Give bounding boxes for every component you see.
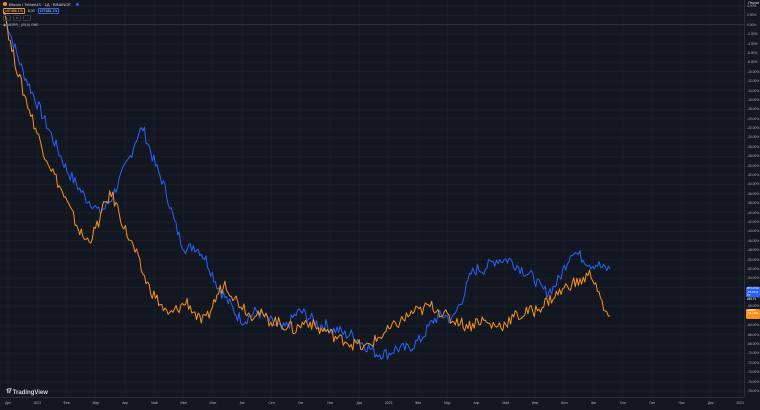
y-tick-label: -46.00%	[747, 238, 760, 243]
y-tick-label: -18.00%	[747, 107, 760, 112]
x-tick-label: Май	[151, 401, 158, 405]
x-tick-label: 2023	[384, 401, 393, 405]
y-tick-label: -66.00%	[747, 332, 760, 337]
y-tick-label: -74.00%	[747, 370, 760, 375]
brand-text: TradingView	[12, 389, 48, 396]
y-tick-label: -76.00%	[747, 379, 760, 384]
y-tick-label: -64.00%	[747, 323, 760, 328]
y-tick-label: 0.00%	[747, 22, 757, 27]
y-tick-label: -32.00%	[747, 173, 760, 178]
change-chip-blue[interactable]: 197486.1%	[37, 8, 60, 14]
more-icon[interactable]: ⋯	[23, 15, 31, 21]
eye-icon[interactable]: ◉	[3, 23, 7, 27]
indicator-label[interactable]: ADRR_ (20,0) ONE	[8, 23, 39, 27]
y-tick-label: -2.00%	[747, 32, 758, 37]
y-tick-label: -58.00%	[747, 295, 760, 300]
x-tick-label: Мар	[443, 401, 451, 405]
y-tick-label: -44.00%	[747, 229, 760, 234]
y-tick-label: -38.00%	[747, 201, 760, 206]
change-chip-orange[interactable]: 197486.1%	[3, 8, 25, 14]
x-tick-label: 2024	[736, 401, 744, 405]
y-tick-label: 2.00%	[747, 13, 757, 18]
chart-plot-area[interactable]	[0, 0, 744, 397]
price-scale[interactable]: 4.00% 2.00% 0.00% -2.00% -4.00% -6.00% -8.00% -…	[744, 0, 760, 397]
series-line-btcusdt	[3, 13, 611, 360]
y-tick-label: -8.00%	[747, 60, 758, 65]
y-tick-label: -68.00%	[747, 342, 760, 347]
tradingview-logo[interactable]: 𝟏𝟕 TradingView	[6, 389, 48, 396]
y-tick-label: -20.00%	[747, 116, 760, 121]
x-tick-label: Июл	[560, 401, 568, 405]
y-tick-label: -14.00%	[747, 88, 760, 93]
tradingview-mark-icon: 𝟏𝟕	[6, 389, 12, 395]
x-tick-label: Июн	[180, 401, 188, 405]
series-line-adrr	[3, 11, 611, 351]
y-tick-label: -70.00%	[747, 351, 760, 356]
value-chip[interactable]: 8.00	[27, 9, 35, 13]
y-tick-label: -34.00%	[747, 182, 760, 187]
btcusdt-badge-line1: BTCUSDT	[747, 285, 760, 290]
x-tick-label: Июн	[531, 401, 539, 405]
x-tick-label: Авг	[239, 401, 245, 405]
scale-mode-label[interactable]: Режим	[748, 1, 759, 5]
hide-icon[interactable]: ◌	[3, 15, 11, 21]
btcusdt-badge-line3: 37 282.71	[747, 293, 757, 301]
x-tick-label: Дек	[5, 401, 11, 405]
y-tick-label: -12.00%	[747, 79, 760, 84]
y-tick-label: -6.00%	[747, 50, 758, 55]
chart-legend: Bitcoin / TetherUS · 1Д · BINANCE 197486…	[3, 1, 79, 28]
y-tick-label: -4.00%	[747, 41, 758, 46]
x-tick-label: Мар	[92, 401, 100, 405]
btcusdt-badge-line2: -56.91%	[747, 289, 759, 294]
x-tick-label: Апр	[473, 401, 480, 405]
y-tick-label: -26.00%	[747, 144, 760, 149]
symbol-title[interactable]: Bitcoin / TetherUS · 1Д · BINANCE	[9, 1, 71, 7]
y-tick-label: -78.00%	[747, 389, 760, 393]
x-tick-label: Фев	[63, 401, 70, 405]
time-scale[interactable]: Дек 2023 Фев Мар Апр Май Июн Июл Авг Сен Окт Ноя Дек…	[0, 397, 744, 410]
x-tick-label: Май	[502, 401, 509, 405]
y-tick-label: -42.00%	[747, 219, 760, 224]
y-tick-label: 4.00%	[747, 4, 757, 8]
x-tick-label: Окт	[298, 401, 304, 405]
x-tick-label: Авг	[591, 401, 597, 405]
btcusdt-badge: BTCUSDT -56.91% 37 282.71	[746, 285, 760, 301]
settings-icon[interactable]: ⚙	[13, 15, 21, 21]
y-tick-label: -16.00%	[747, 97, 760, 102]
x-tick-label: 2023	[33, 401, 41, 405]
y-tick-label: -10.00%	[747, 69, 760, 74]
bitcoin-logo-icon	[3, 2, 7, 6]
x-tick-label: Сен	[619, 401, 626, 405]
y-tick-label: -48.00%	[747, 248, 760, 253]
y-tick-label: -22.00%	[747, 126, 760, 131]
y-tick-label: -40.00%	[747, 210, 760, 215]
x-tick-label: Дек	[356, 401, 363, 405]
y-tick-label: -50.00%	[747, 257, 760, 262]
y-tick-label: -36.00%	[747, 191, 760, 196]
x-tick-label: Июл	[209, 401, 217, 405]
x-tick-label: Дек	[707, 401, 714, 405]
y-tick-label: -60.00%	[747, 304, 760, 309]
y-tick-label: -52.00%	[747, 266, 760, 271]
x-tick-label: Апр	[122, 401, 129, 405]
x-tick-label: Ноя	[327, 401, 334, 405]
price-chart-svg	[0, 0, 744, 397]
y-tick-label: -72.00%	[747, 360, 760, 365]
x-tick-label: Окт	[649, 401, 655, 405]
y-tick-label: -24.00%	[747, 135, 760, 140]
status-dot-icon	[75, 2, 79, 6]
adrr-badge-line1: ADRR	[747, 307, 756, 312]
y-tick-label: -30.00%	[747, 163, 760, 168]
x-tick-label: Фев	[414, 401, 421, 405]
x-tick-label: Сен	[268, 401, 275, 405]
x-tick-label: Ноя	[678, 401, 685, 405]
scale-corner	[744, 397, 760, 409]
y-tick-label: -28.00%	[747, 154, 760, 159]
y-tick-label: -54.00%	[747, 276, 760, 281]
adrr-badge-line2: -54.19%	[747, 311, 759, 316]
adrr-badge: ADRR -54.19%	[746, 307, 760, 319]
